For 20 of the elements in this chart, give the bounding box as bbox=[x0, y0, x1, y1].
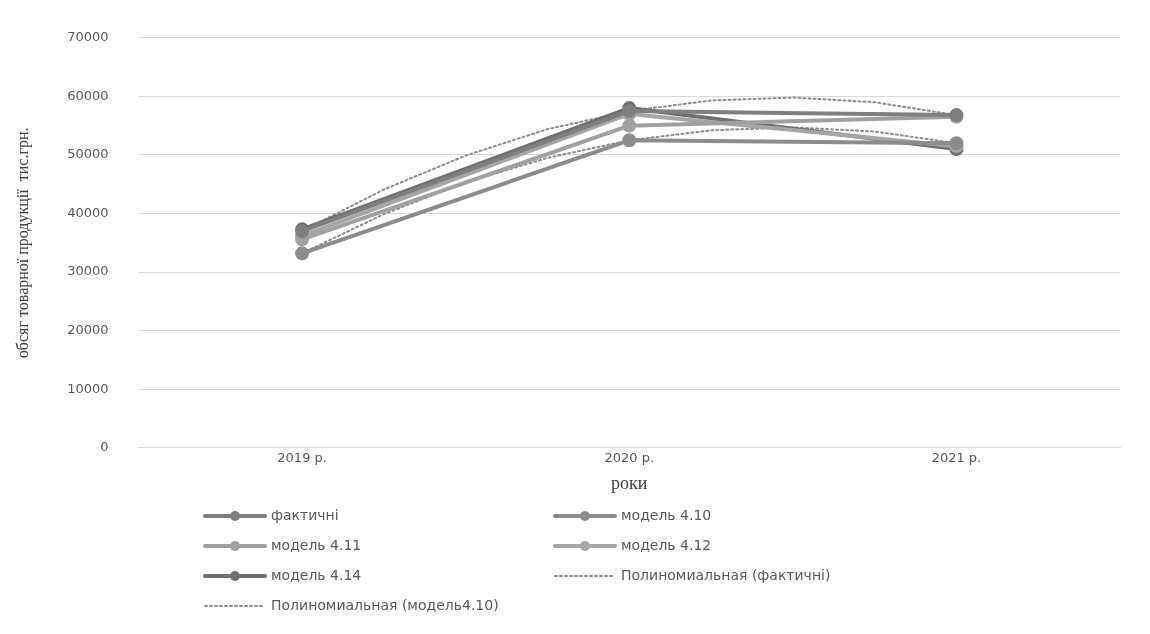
x-axis-title: роки bbox=[611, 472, 648, 493]
y-tick-label: 50000 bbox=[67, 146, 109, 162]
y-tick-label: 60000 bbox=[67, 87, 109, 103]
y-tick-label: 70000 bbox=[67, 29, 109, 45]
legend-label: модель 4.12 bbox=[621, 536, 712, 553]
legend-label: фактичні bbox=[271, 506, 339, 523]
y-tick-label: 10000 bbox=[67, 380, 109, 396]
y-tick-label: 40000 bbox=[67, 204, 109, 220]
legend-label: модель 4.10 bbox=[621, 506, 712, 523]
legend-label: Полиномиальная (фактичні) bbox=[621, 566, 831, 583]
y-tick-label: 30000 bbox=[67, 263, 109, 279]
legend-label: модель 4.14 bbox=[271, 566, 362, 583]
y-axis-title: обсяг товарної продукції тис.грн. bbox=[13, 127, 32, 359]
x-tick-label: 2020 р. bbox=[604, 449, 655, 465]
x-tick-label: 2021 р. bbox=[931, 449, 982, 465]
x-tick-label: 2019 р. bbox=[277, 449, 327, 465]
legend-label: модель 4.11 bbox=[271, 536, 362, 553]
legend-label: Полиномиальная (модель4.10) bbox=[271, 596, 499, 613]
y-tick-label: 20000 bbox=[67, 322, 109, 338]
y-tick-label: 0 bbox=[100, 439, 109, 455]
